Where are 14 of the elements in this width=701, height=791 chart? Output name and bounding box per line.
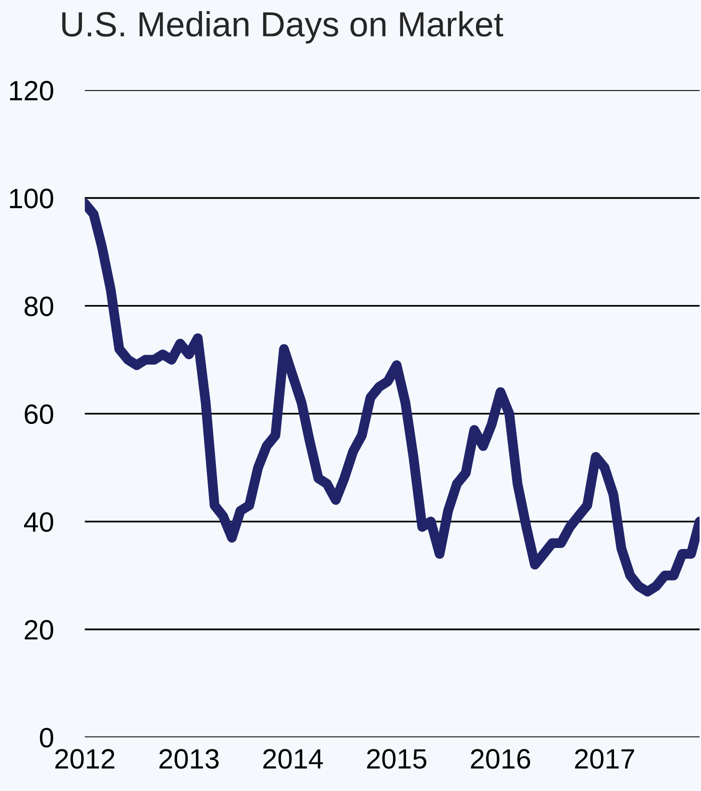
y-tick-label: 120 xyxy=(10,80,54,101)
chart-title: U.S. Median Days on Market xyxy=(62,11,504,44)
y-tick-label: 40 xyxy=(24,512,54,532)
x-tick-label: 2013 xyxy=(159,749,219,769)
x-tick-label: 2012 xyxy=(55,749,114,769)
x-tick-label: 2017 xyxy=(575,749,634,769)
x-tick-label: 2015 xyxy=(367,749,426,769)
y-tick-label: 20 xyxy=(24,620,54,640)
y-tick-label: 100 xyxy=(10,188,54,208)
y-tick-label: 0 xyxy=(40,728,54,748)
y-tick-label: 60 xyxy=(24,404,54,424)
y-tick-label: 80 xyxy=(24,296,54,316)
x-tick-label: 2016 xyxy=(470,749,530,769)
x-tick-label: 2014 xyxy=(263,749,323,769)
